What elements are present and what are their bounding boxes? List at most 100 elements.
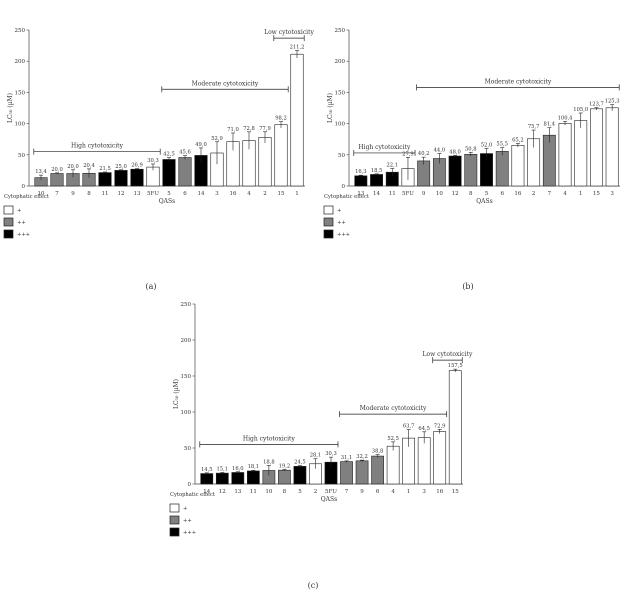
data-label: 30,3	[325, 451, 337, 457]
legend-label: ++	[17, 220, 26, 226]
x-tick-label: 2	[314, 489, 318, 495]
annotation-label: High cytotoxicity	[358, 144, 411, 151]
x-tick-label: 11	[250, 489, 257, 495]
data-label: 77,9	[259, 126, 271, 132]
data-label: 52,0	[481, 143, 493, 149]
data-label: 64,5	[418, 426, 430, 432]
legend-title: Cytophatic effect	[324, 194, 370, 200]
x-tick-label: 8	[283, 489, 287, 495]
annotation-label: Moderate cytotoxicity	[485, 78, 552, 85]
data-label: 27,9	[402, 151, 414, 157]
x-tick-label: 5FU	[402, 191, 414, 197]
x-tick-label: 16	[514, 191, 521, 197]
legend-swatch	[323, 205, 334, 215]
x-tick-label: 14	[203, 489, 210, 495]
legend-label: +++	[17, 232, 30, 238]
legend-label: +++	[337, 232, 350, 238]
bar	[200, 473, 214, 485]
x-axis-title: QASs	[321, 496, 337, 503]
data-label: 25,0	[115, 164, 127, 170]
legend-label: +	[183, 506, 187, 512]
data-label: 49,0	[195, 142, 207, 148]
data-label: 21,5	[99, 166, 111, 172]
x-axis-title: QASs	[159, 198, 175, 205]
data-label: 45,6	[179, 150, 191, 156]
legend-label: ++	[183, 518, 192, 524]
data-label: 38,8	[372, 449, 384, 455]
y-tick-label: 50	[18, 153, 25, 159]
data-label: 123,7	[589, 102, 604, 108]
x-tick-label: 15	[593, 191, 600, 197]
y-tick-label: 100	[181, 410, 192, 416]
bar	[340, 461, 353, 485]
legend-title: Cytophatic effect	[170, 492, 216, 498]
data-label: 13,4	[35, 169, 47, 175]
data-label: 20,0	[51, 167, 63, 173]
data-label: 50,8	[465, 146, 477, 152]
data-label: 48,0	[449, 149, 461, 155]
y-tick-label: 200	[15, 59, 26, 65]
data-label: 72,8	[243, 126, 255, 132]
annotation-label: High cytotoxicity	[243, 435, 296, 442]
bar	[464, 154, 478, 187]
x-tick-label: 11	[389, 191, 396, 197]
bar	[354, 175, 368, 187]
data-label: 65,2	[512, 137, 524, 143]
legend-swatch	[3, 217, 14, 227]
data-label: 157,5	[448, 363, 463, 369]
bar	[274, 124, 288, 187]
bar	[433, 431, 447, 485]
data-label: 16,0	[232, 466, 244, 472]
y-tick-label: 50	[184, 446, 191, 452]
data-label: 16,3	[355, 169, 367, 175]
x-tick-label: 2	[532, 191, 536, 197]
bar	[574, 120, 588, 187]
data-label: 24,5	[294, 460, 306, 466]
y-tick-label: 150	[15, 90, 26, 96]
bar	[542, 134, 556, 187]
data-label: 18,8	[263, 459, 275, 465]
data-label: 55,5	[496, 142, 508, 148]
x-tick-label: 14	[373, 191, 380, 197]
data-label: 52,9	[211, 136, 223, 142]
x-tick-label: 9	[422, 191, 426, 197]
data-label: 20,4	[83, 163, 95, 169]
legend-title: Cytophatic effect	[4, 194, 50, 200]
data-label: 44,0	[434, 148, 446, 154]
data-label: 18,5	[371, 168, 383, 174]
data-label: 28,1	[310, 453, 322, 459]
data-label: 75,7	[528, 124, 540, 130]
bar	[278, 469, 291, 485]
x-tick-label: 5	[485, 191, 489, 197]
data-label: 72,9	[434, 423, 446, 429]
x-tick-label: 11	[102, 191, 109, 197]
legend-swatch	[3, 229, 14, 239]
y-axis-title: LC₅₀ (µM)	[327, 93, 334, 123]
y-tick-label: 0	[22, 184, 26, 190]
bar	[50, 173, 64, 187]
x-tick-label: 4	[391, 489, 395, 495]
bar	[114, 170, 128, 187]
data-label: 15,1	[217, 466, 229, 472]
x-tick-label: 3	[610, 191, 614, 197]
x-tick-label: 6	[183, 191, 187, 197]
data-label: 26,9	[131, 163, 143, 169]
bar	[417, 160, 431, 187]
data-label: 98,2	[275, 116, 287, 122]
legend-label: ++	[337, 220, 346, 226]
data-label: 40,2	[418, 151, 430, 157]
y-axis-title: LC₅₀ (µM)	[173, 379, 180, 409]
x-tick-label: 1	[407, 489, 411, 495]
x-tick-label: 9	[71, 191, 75, 197]
x-tick-label: 12	[118, 191, 125, 197]
bar	[448, 370, 462, 485]
bar	[231, 472, 245, 485]
y-tick-label: 150	[335, 90, 346, 96]
bar	[370, 174, 383, 187]
bar	[590, 108, 603, 187]
x-tick-label: 13	[357, 191, 364, 197]
annotation-label: Low cytotoxicity	[423, 351, 473, 358]
bar	[355, 460, 369, 485]
data-label: 30,3	[147, 158, 159, 164]
